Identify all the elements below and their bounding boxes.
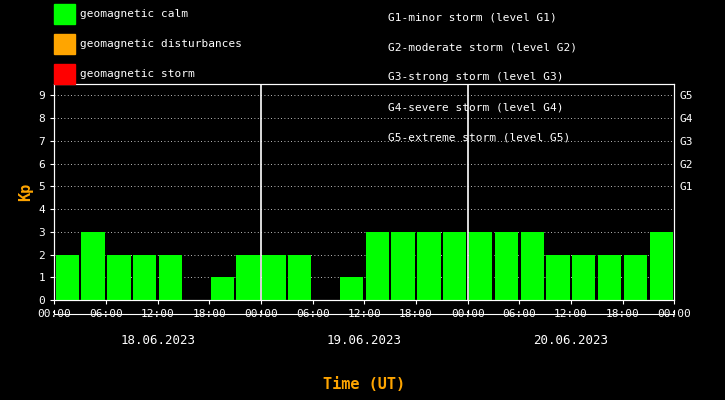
- Y-axis label: Kp: Kp: [18, 183, 33, 201]
- Bar: [107, 254, 130, 300]
- Bar: [211, 277, 234, 300]
- Bar: [262, 254, 286, 300]
- Text: 18.06.2023: 18.06.2023: [120, 334, 195, 347]
- Bar: [650, 232, 673, 300]
- Bar: [572, 254, 595, 300]
- Text: Time (UT): Time (UT): [323, 377, 405, 392]
- Bar: [418, 232, 441, 300]
- Bar: [340, 277, 363, 300]
- Bar: [365, 232, 389, 300]
- Bar: [392, 232, 415, 300]
- Text: G1-minor storm (level G1): G1-minor storm (level G1): [388, 12, 557, 22]
- Bar: [81, 232, 104, 300]
- Text: G5-extreme storm (level G5): G5-extreme storm (level G5): [388, 132, 570, 142]
- Text: geomagnetic calm: geomagnetic calm: [80, 9, 188, 19]
- Bar: [521, 232, 544, 300]
- Text: G4-severe storm (level G4): G4-severe storm (level G4): [388, 102, 563, 112]
- Bar: [236, 254, 260, 300]
- Bar: [133, 254, 157, 300]
- Bar: [469, 232, 492, 300]
- Text: geomagnetic disturbances: geomagnetic disturbances: [80, 39, 242, 49]
- Bar: [624, 254, 647, 300]
- Bar: [598, 254, 621, 300]
- Text: 19.06.2023: 19.06.2023: [327, 334, 402, 347]
- Text: geomagnetic storm: geomagnetic storm: [80, 69, 195, 79]
- Bar: [443, 232, 466, 300]
- Text: G3-strong storm (level G3): G3-strong storm (level G3): [388, 72, 563, 82]
- Text: G2-moderate storm (level G2): G2-moderate storm (level G2): [388, 42, 577, 52]
- Bar: [288, 254, 311, 300]
- Bar: [547, 254, 570, 300]
- Bar: [159, 254, 182, 300]
- Bar: [56, 254, 79, 300]
- Bar: [494, 232, 518, 300]
- Text: 20.06.2023: 20.06.2023: [534, 334, 608, 347]
